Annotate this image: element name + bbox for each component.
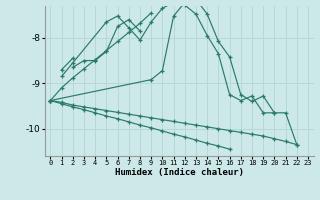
X-axis label: Humidex (Indice chaleur): Humidex (Indice chaleur) xyxy=(115,168,244,177)
